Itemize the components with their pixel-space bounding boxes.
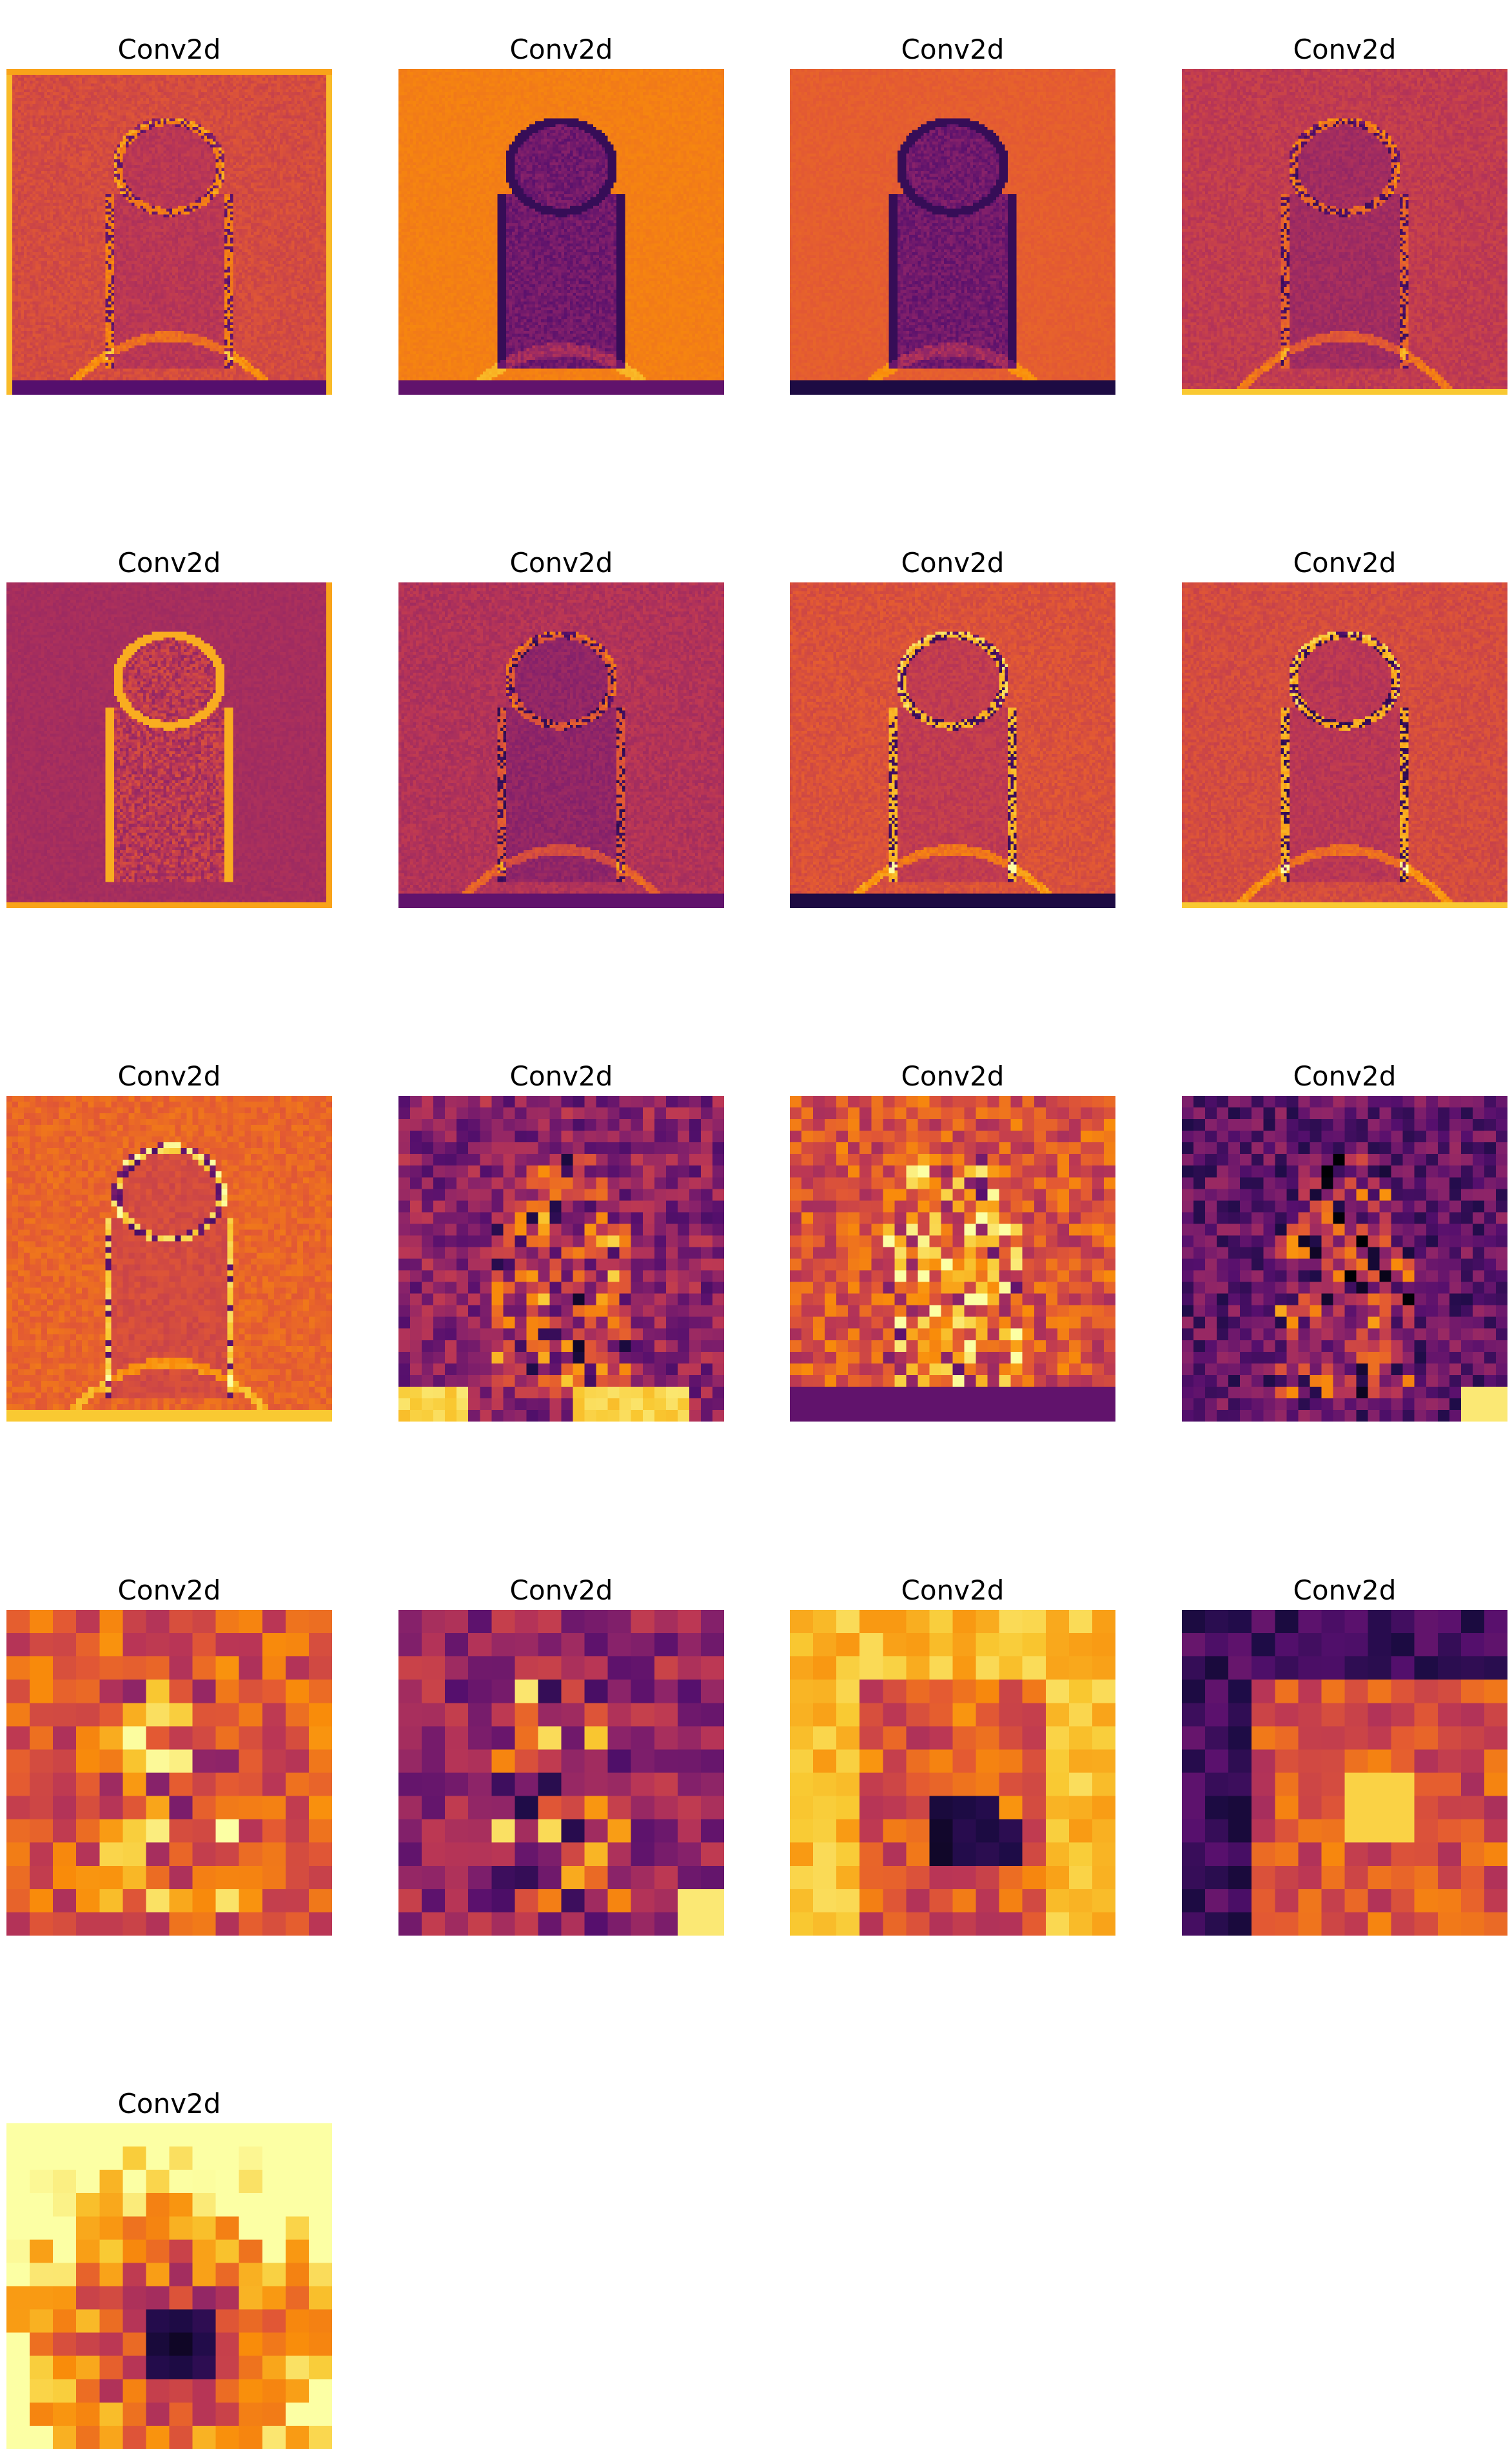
panel-title: Conv2d bbox=[509, 547, 613, 579]
feature-map-image bbox=[790, 582, 1115, 908]
panel-title: Conv2d bbox=[1293, 34, 1397, 65]
feature-map-image bbox=[6, 1096, 332, 1422]
feature-map-image bbox=[6, 582, 332, 908]
panel-title: Conv2d bbox=[1293, 547, 1397, 579]
panel-title: Conv2d bbox=[509, 1574, 613, 1606]
feature-map-image bbox=[398, 1096, 724, 1422]
feature-map-image bbox=[398, 1610, 724, 1936]
panel-title: Conv2d bbox=[901, 1060, 1005, 1092]
feature-map-image bbox=[6, 69, 332, 395]
panel-title: Conv2d bbox=[901, 1574, 1005, 1606]
feature-map-image bbox=[1182, 1096, 1507, 1422]
feature-map-image bbox=[790, 1610, 1115, 1936]
feature-map-image bbox=[1182, 69, 1507, 395]
feature-map-image bbox=[398, 582, 724, 908]
feature-map-image bbox=[398, 69, 724, 395]
feature-map-image bbox=[790, 69, 1115, 395]
feature-map-image bbox=[1182, 582, 1507, 908]
feature-map-image bbox=[790, 1096, 1115, 1422]
panel-title: Conv2d bbox=[509, 1060, 613, 1092]
panel-title: Conv2d bbox=[901, 34, 1005, 65]
panel-title: Conv2d bbox=[117, 547, 221, 579]
panel-title: Conv2d bbox=[117, 1060, 221, 1092]
feature-map-image bbox=[1182, 1610, 1507, 1936]
panel-title: Conv2d bbox=[117, 34, 221, 65]
panel-title: Conv2d bbox=[509, 34, 613, 65]
panel-title: Conv2d bbox=[1293, 1060, 1397, 1092]
panel-title: Conv2d bbox=[117, 2088, 221, 2119]
panel-title: Conv2d bbox=[117, 1574, 221, 1606]
feature-map-image bbox=[6, 2123, 332, 2449]
feature-map-image bbox=[6, 1610, 332, 1936]
panel-title: Conv2d bbox=[901, 547, 1005, 579]
panel-title: Conv2d bbox=[1293, 1574, 1397, 1606]
